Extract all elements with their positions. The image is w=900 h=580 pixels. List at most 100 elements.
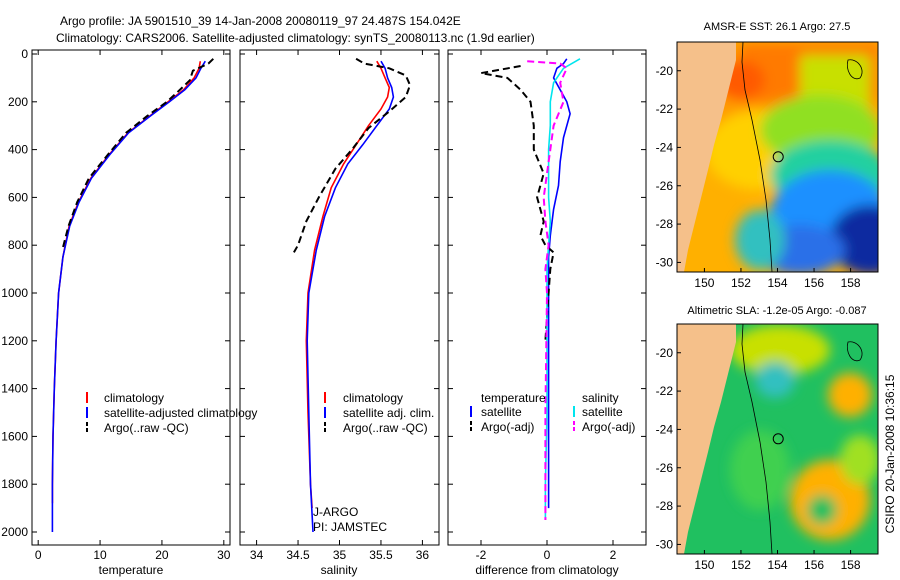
difference-panel: -2 0 2 difference from climatology tempera…: [447, 49, 647, 577]
legend-label-sal-satellite: satellite adj. clim.: [343, 406, 434, 420]
map-xtick-label-3: 156: [804, 276, 824, 290]
xtick-label-1: 34.5: [286, 548, 310, 562]
legend-label-argo: Argo(..raw -QC): [104, 421, 189, 435]
series-climatology: [51, 61, 202, 504]
map-ytick-label-3: -26: [656, 179, 674, 193]
sla-map-title: Altimetric SLA: -1.2e-05 Argo: -0.087: [687, 305, 866, 317]
sst-contour-reef: [846, 59, 863, 80]
map-ytick-label-0: -20: [656, 346, 674, 360]
map-xtick-label-4: 158: [841, 276, 861, 290]
temperature-plot-frame: [31, 49, 231, 546]
xtick-label-1: 10: [93, 548, 107, 562]
ytick-label-1: 200: [8, 95, 28, 109]
sla-land: [677, 324, 736, 554]
ytick-label-9: 1800: [1, 477, 28, 491]
difference-series: [480, 58, 581, 520]
xtick-label-3: 35.5: [369, 548, 393, 562]
difference-ticks: -2 0 2: [448, 50, 646, 562]
sst-land: [677, 42, 736, 272]
salinity-ticks: 34 34.5 35 35.5 36: [240, 50, 439, 562]
series-satellite-adjusted-climatology: [51, 60, 206, 532]
sla-contour-reef: [846, 341, 863, 362]
salinity-legend: climatology satellite adj. clim. Argo(..…: [324, 391, 434, 435]
map-ytick-label-1: -22: [656, 384, 674, 398]
series-argo-raw-qc: [61, 58, 214, 251]
legend-label-sal-argo: Argo(..raw -QC): [343, 421, 428, 435]
series-temperature-satellite: [547, 58, 571, 509]
xtick-label-0: 34: [250, 548, 264, 562]
ytick-label-6: 1200: [1, 334, 28, 348]
difference-legend: temperature salinity satellite Argo(-adj…: [470, 391, 635, 434]
series-salinity-argo-adj: [527, 60, 569, 520]
footer-stamp: CSIRO 20-Jan-2008 10:36:15: [883, 374, 897, 533]
map-ytick-label-2: -24: [656, 422, 674, 436]
xtick-label-4: 36: [416, 548, 430, 562]
sla-map-ticks: 150 152 154 156 158 -20 -22 -24 -26 -28 -30: [656, 346, 861, 572]
temperature-ticks: 0 10 20 30 0 200 400 600 800 1000 1200 1400 1600 1800…: [1, 47, 231, 562]
sst-map-ticks: 150 152 154 156 158 -20 -22 -24 -26 -28 -30: [656, 64, 861, 290]
ytick-label-0: 0: [21, 47, 28, 61]
ytick-label-2: 400: [8, 143, 28, 157]
legend-label-s-argo: Argo(-adj): [582, 420, 635, 434]
ytick-label-8: 1600: [1, 429, 28, 443]
xtick-label-2: 35: [333, 548, 347, 562]
difference-xlabel: difference from climatology: [475, 563, 618, 577]
xtick-label-2: 20: [155, 548, 169, 562]
sla-contour-shelf: [741, 324, 773, 554]
legend-label-satellite-adjusted: satellite-adjusted climatology: [104, 406, 257, 420]
map-xtick-label-2: 154: [767, 558, 787, 572]
map-ytick-label-5: -30: [656, 255, 674, 269]
annotation-pi-jamstec: PI: JAMSTEC: [313, 520, 387, 534]
sst-contour-shelf: [741, 42, 773, 272]
xtick-label-3: 30: [217, 548, 231, 562]
ytick-label-5: 1000: [1, 286, 28, 300]
map-xtick-label-0: 150: [694, 558, 714, 572]
legend-label-climatology: climatology: [104, 391, 164, 405]
legend-header-salinity: salinity: [582, 391, 619, 405]
map-xtick-label-2: 154: [767, 276, 787, 290]
series-argo-raw-qc: [293, 57, 412, 253]
chart-title-line1: Argo profile: JA 5901510_39 14-Jan-2008 …: [60, 14, 461, 28]
map-ytick-label-1: -22: [656, 102, 674, 116]
series-temperature-argo-adj: [480, 65, 555, 341]
map-xtick-label-4: 158: [841, 558, 861, 572]
sst-map: AMSR-E SST: 26.1 Argo: 27.5 150 152: [656, 21, 879, 290]
xtick-label-1: 0: [544, 548, 551, 562]
xtick-label-2: 2: [610, 548, 617, 562]
ytick-label-7: 1400: [1, 382, 28, 396]
temperature-panel: 0 10 20 30 0 200 400 600 800 1000 1200 1400 1600 1800…: [1, 47, 257, 577]
legend-label-t-satellite: satellite: [481, 405, 522, 419]
ytick-label-3: 600: [8, 190, 28, 204]
temperature-xlabel: temperature: [99, 563, 164, 577]
salinity-series: [293, 57, 412, 533]
sst-map-title: AMSR-E SST: 26.1 Argo: 27.5: [704, 21, 851, 33]
map-ytick-label-5: -30: [656, 537, 674, 551]
temperature-legend: climatology satellite-adjusted climatolo…: [86, 391, 257, 435]
sla-field: [730, 325, 878, 540]
series-climatology: [305, 60, 391, 509]
series-satellite-adj-clim: [306, 60, 395, 533]
salinity-xlabel: salinity: [321, 563, 358, 577]
ytick-label-10: 2000: [1, 525, 28, 539]
legend-label-s-satellite: satellite: [582, 405, 623, 419]
sst-field: [677, 42, 878, 272]
temperature-series: [51, 58, 214, 532]
sla-argo-marker: [772, 433, 784, 445]
salinity-plot-frame: [239, 49, 440, 546]
chart-title-line2: Climatology: CARS2006. Satellite-adjuste…: [56, 31, 535, 45]
map-xtick-label-1: 152: [731, 558, 751, 572]
legend-header-temperature: temperature: [481, 391, 546, 405]
map-ytick-label-4: -28: [656, 217, 674, 231]
series-salinity-satellite: [544, 58, 581, 520]
map-ytick-label-2: -24: [656, 140, 674, 154]
annotation-j-argo: J-ARGO: [313, 505, 358, 519]
map-xtick-label-0: 150: [694, 276, 714, 290]
legend-label-sal-climatology: climatology: [343, 391, 403, 405]
xtick-label-0: 0: [35, 548, 42, 562]
map-xtick-label-3: 156: [804, 558, 824, 572]
sla-map: Altimetric SLA: -1.2e-05 Argo: -0.087 15…: [656, 305, 879, 572]
map-ytick-label-0: -20: [656, 64, 674, 78]
map-ytick-label-3: -26: [656, 461, 674, 475]
salinity-panel: 34 34.5 35 35.5 36 salinity climatology sate…: [239, 49, 440, 577]
ytick-label-4: 800: [8, 238, 28, 252]
